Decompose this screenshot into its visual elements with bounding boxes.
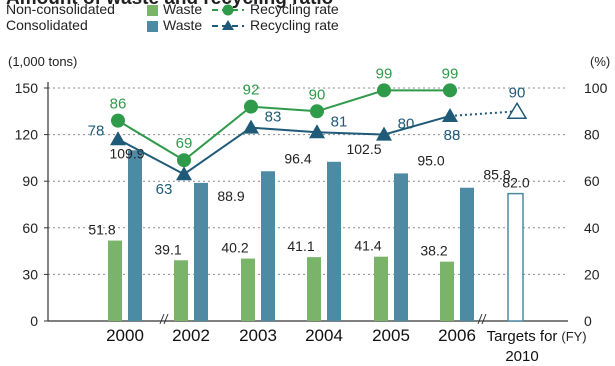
label-target-rate: 90 xyxy=(509,84,526,101)
line-c-rate xyxy=(117,114,451,176)
bar-nc-waste-2003 xyxy=(241,258,255,321)
bar-c-waste-2002 xyxy=(194,182,208,321)
bar-target-waste xyxy=(507,192,524,322)
label-nc-waste: 40.2 xyxy=(221,240,248,256)
label-nc-waste: 41.1 xyxy=(287,238,314,254)
legend-c-rate-marker xyxy=(222,20,234,30)
label-c-waste: 88.9 xyxy=(217,188,244,204)
bar-c-waste-2004 xyxy=(327,161,341,321)
bar-nc-waste-2004 xyxy=(307,257,321,321)
label-c-waste: 95.0 xyxy=(417,152,444,168)
label-nc-rate: 99 xyxy=(376,65,393,82)
label-c-waste: 85.8 xyxy=(483,167,510,183)
legend-swatch-nc-waste xyxy=(147,5,158,16)
left-tick-label: 30 xyxy=(22,266,38,282)
bar-nc-waste-2000 xyxy=(108,240,122,321)
left-tick-label: 90 xyxy=(22,173,38,189)
label-c-waste: 96.4 xyxy=(284,150,311,166)
marker-c-rate xyxy=(243,119,259,134)
bar-nc-waste-2002 xyxy=(174,260,188,321)
label-c-rate: 80 xyxy=(398,116,415,133)
label-c-waste: 109.9 xyxy=(109,145,144,161)
label-nc-waste: 38.2 xyxy=(420,243,447,259)
label-c-rate: 81 xyxy=(331,113,348,130)
right-tick-label: 40 xyxy=(584,220,600,236)
x-label-2000: 2000 xyxy=(106,326,144,345)
right-tick-label: 60 xyxy=(584,173,600,189)
marker-target-rate xyxy=(506,101,528,120)
right-tick-label: 100 xyxy=(584,80,608,96)
left-tick-label: 150 xyxy=(15,80,39,96)
marker-nc-rate xyxy=(377,83,391,98)
legend-row-nonconsolidated-label: Non-consolidated xyxy=(6,1,115,17)
right-tick-label: 0 xyxy=(584,313,592,329)
right-axis-unit: (%) xyxy=(590,54,610,69)
left-axis-unit: (1,000 tons) xyxy=(8,54,77,69)
x-label-2005: 2005 xyxy=(372,326,410,345)
marker-c-rate xyxy=(442,107,458,122)
line-c-rate-target xyxy=(449,110,518,117)
line-nc-rate xyxy=(117,89,450,162)
legend-swatch-c-waste xyxy=(147,21,158,32)
right-tick-label: 20 xyxy=(584,266,600,282)
label-nc-rate: 99 xyxy=(442,65,459,82)
marker-c-rate xyxy=(376,126,392,141)
marker-nc-rate xyxy=(443,83,457,98)
bar-nc-waste-2005 xyxy=(374,256,388,321)
label-nc-rate: 90 xyxy=(309,86,326,103)
legend-label-nc-waste: Waste xyxy=(163,1,203,17)
x-label-targets-line1: Targets for xyxy=(487,328,558,345)
label-nc-rate: 86 xyxy=(110,96,127,113)
chart-title: Amount of waste and recycling ratio xyxy=(6,0,333,10)
bar-nc-waste-2006 xyxy=(440,261,454,321)
marker-c-rate xyxy=(110,131,126,146)
bar-c-waste-2000 xyxy=(128,150,142,321)
label-c-rate: 83 xyxy=(265,109,282,126)
x-label-targets-line2: 2010 xyxy=(505,348,538,365)
legend-label-c-rate: Recycling rate xyxy=(250,17,339,33)
marker-nc-rate xyxy=(244,99,258,114)
legend-rate-markers xyxy=(212,4,244,30)
label-nc-waste: 51.8 xyxy=(88,222,115,238)
label-nc-rate: 92 xyxy=(243,82,260,99)
x-axis-unit: (FY) xyxy=(561,329,586,344)
label-c-rate: 63 xyxy=(156,181,173,198)
marker-nc-rate xyxy=(310,104,324,119)
x-label-2006: 2006 xyxy=(438,326,476,345)
bar-c-waste-2006 xyxy=(460,187,474,321)
bar-c-waste-2003 xyxy=(261,171,275,321)
x-label-2004: 2004 xyxy=(305,326,343,345)
marker-nc-rate xyxy=(111,113,125,128)
axis-break-1 xyxy=(159,313,169,325)
label-nc-waste: 41.4 xyxy=(354,238,381,254)
x-label-2003: 2003 xyxy=(239,326,277,345)
bar-c-waste-2005 xyxy=(394,173,408,321)
x-label-2002: 2002 xyxy=(172,326,210,345)
legend-label-nc-rate: Recycling rate xyxy=(250,1,339,17)
right-tick-label: 80 xyxy=(584,127,600,143)
label-nc-waste: 39.1 xyxy=(154,241,181,257)
marker-c-rate xyxy=(309,124,325,139)
marker-c-rate xyxy=(176,166,192,181)
label-c-rate: 88 xyxy=(444,127,461,144)
marker-nc-rate xyxy=(177,153,191,168)
left-tick-label: 0 xyxy=(30,313,38,329)
left-tick-label: 120 xyxy=(15,127,39,143)
label-target-waste: 82.0 xyxy=(502,175,529,191)
axis-break-2 xyxy=(477,313,487,325)
label-nc-rate: 69 xyxy=(176,135,193,152)
legend-nc-rate-marker xyxy=(222,4,234,16)
legend-label-c-waste: Waste xyxy=(163,17,203,33)
label-c-waste: 102.5 xyxy=(346,141,381,157)
label-c-rate: 78 xyxy=(88,122,105,139)
left-tick-label: 60 xyxy=(22,220,38,236)
legend-row-consolidated-label: Consolidated xyxy=(6,17,88,33)
